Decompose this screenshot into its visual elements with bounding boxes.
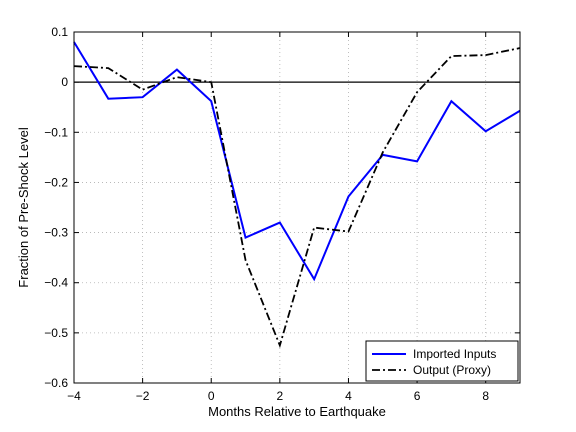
y-tick-label: 0.1 [51,25,68,39]
x-tick-label: 4 [345,389,352,403]
y-tick-label: −0.3 [44,226,68,240]
grid-lines [74,32,520,383]
series-line-imported-inputs [73,41,521,282]
y-tick-label: −0.5 [44,326,68,340]
y-tick-label: 0 [61,75,68,89]
x-tick-label: 2 [277,389,284,403]
y-tick-label: −0.2 [44,175,68,189]
legend-label: Imported Inputs [413,347,496,361]
y-tick-label: −0.6 [44,376,68,390]
x-tick-label: 8 [482,389,489,403]
legend-label: Output (Proxy) [413,363,491,377]
y-axis-label: Fraction of Pre-Shock Level [16,127,31,288]
plot-frame [73,31,521,384]
legend-box [365,340,519,382]
x-axis-label: Months Relative to Earthquake [208,404,386,419]
y-tick-label: −0.1 [44,125,68,139]
y-tick-label: −0.4 [44,276,68,290]
series-line-output-proxy [73,47,521,349]
x-tick-label: −2 [136,389,150,403]
x-tick-label: 6 [414,389,421,403]
x-tick-label: −4 [67,389,81,403]
axis-ticks: −4 −2 0 2 4 6 8 0.1 0 −0.1 −0.2 −0.3 −0.4 −0.5 −0.6 [44,25,520,403]
series-lines [73,41,521,349]
legend: Imported Inputs Output (Proxy) [365,340,519,382]
x-tick-label: 0 [208,389,215,403]
